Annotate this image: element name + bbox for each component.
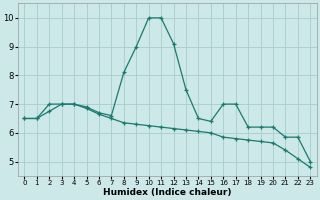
X-axis label: Humidex (Indice chaleur): Humidex (Indice chaleur) <box>103 188 232 197</box>
